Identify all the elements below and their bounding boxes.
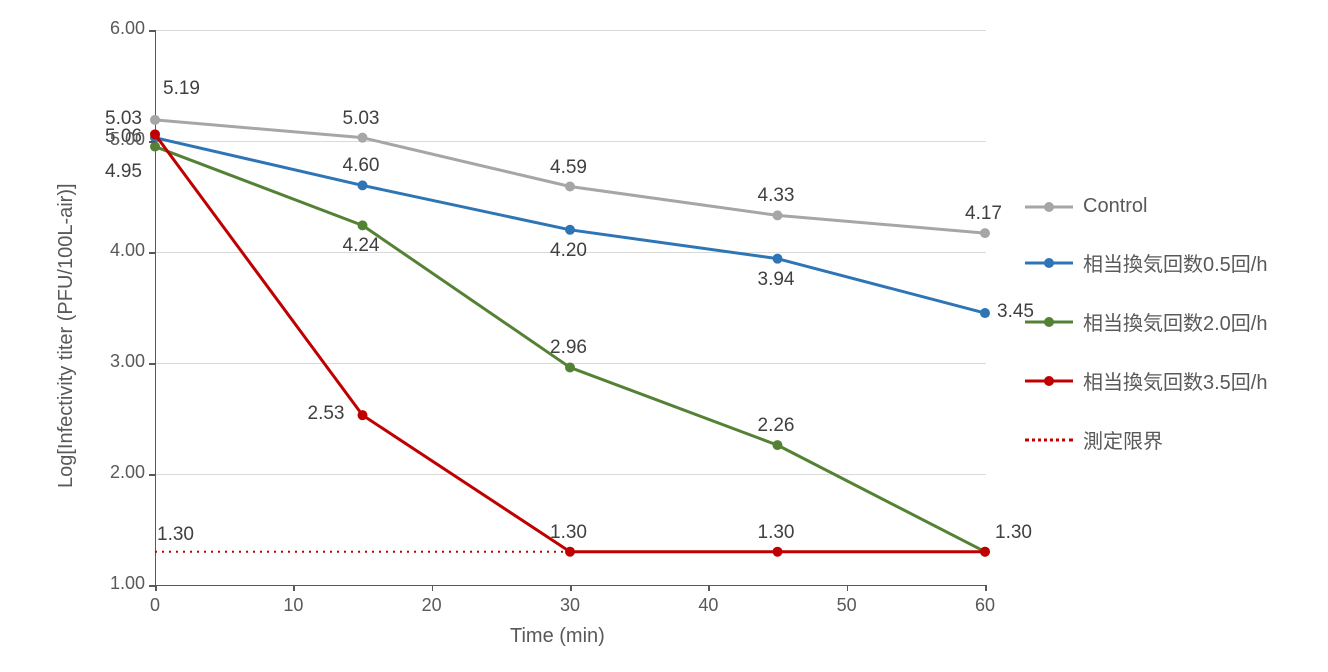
data-point-label: 4.20 bbox=[550, 240, 587, 262]
y-tick-label: 4.00 bbox=[85, 240, 145, 261]
series-marker bbox=[980, 308, 990, 318]
data-point-label: 4.17 bbox=[965, 203, 1002, 225]
data-point-label: 1.30 bbox=[550, 522, 587, 544]
data-point-label: 2.26 bbox=[758, 415, 795, 437]
series-marker bbox=[980, 547, 990, 557]
legend-item: 相当換気回数3.5回/h bbox=[1025, 366, 1267, 395]
series-marker bbox=[773, 254, 783, 264]
legend-item: 相当換気回数0.5回/h bbox=[1025, 248, 1267, 277]
legend-label: Control bbox=[1083, 195, 1147, 218]
y-tick-label: 3.00 bbox=[85, 351, 145, 372]
series-marker bbox=[358, 410, 368, 420]
series-marker bbox=[565, 547, 575, 557]
legend-swatch bbox=[1025, 316, 1073, 328]
line-chart: 1.305.195.034.594.334.175.034.604.203.94… bbox=[0, 0, 1328, 672]
x-tick-label: 30 bbox=[560, 595, 580, 616]
data-point-label: 1.30 bbox=[995, 522, 1032, 544]
reference-line-label: 1.30 bbox=[157, 524, 194, 546]
legend-swatch bbox=[1025, 434, 1073, 446]
legend-label: 相当換気回数0.5回/h bbox=[1083, 248, 1267, 277]
data-point-label: 1.30 bbox=[758, 522, 795, 544]
x-tick-label: 20 bbox=[422, 595, 442, 616]
data-point-label: 4.24 bbox=[343, 235, 380, 257]
data-point-label: 4.60 bbox=[343, 155, 380, 177]
legend-item: 測定限界 bbox=[1025, 425, 1267, 454]
series-marker bbox=[565, 362, 575, 372]
series-marker bbox=[358, 180, 368, 190]
series-marker bbox=[358, 133, 368, 143]
data-point-label: 4.95 bbox=[105, 161, 142, 183]
data-point-label: 4.33 bbox=[758, 185, 795, 207]
x-tick-label: 0 bbox=[150, 595, 160, 616]
series-marker bbox=[358, 220, 368, 230]
data-point-label: 4.59 bbox=[550, 157, 587, 179]
series-marker bbox=[565, 225, 575, 235]
data-point-label: 5.19 bbox=[163, 78, 200, 100]
x-tick-label: 10 bbox=[283, 595, 303, 616]
chart-legend: Control 相当換気回数0.5回/h 相当換気回数2.0回/h 相当換気回数3.5… bbox=[1025, 195, 1267, 454]
series-marker bbox=[773, 440, 783, 450]
data-point-label: 2.53 bbox=[308, 403, 345, 425]
x-tick-label: 60 bbox=[975, 595, 995, 616]
series-marker bbox=[980, 228, 990, 238]
legend-item: 相当換気回数2.0回/h bbox=[1025, 307, 1267, 336]
x-axis-title: Time (min) bbox=[510, 625, 605, 648]
data-point-label: 3.94 bbox=[758, 269, 795, 291]
series-marker bbox=[150, 115, 160, 125]
y-tick-label: 1.00 bbox=[85, 573, 145, 594]
series-marker bbox=[565, 182, 575, 192]
x-tick-label: 40 bbox=[698, 595, 718, 616]
series-marker bbox=[773, 210, 783, 220]
legend-swatch bbox=[1025, 375, 1073, 387]
series-marker bbox=[150, 129, 160, 139]
y-axis-title: Log[Infectivity titer (PFU/100L-air)] bbox=[55, 183, 78, 488]
series-marker bbox=[773, 547, 783, 557]
legend-swatch bbox=[1025, 201, 1073, 213]
y-tick-label: 5.00 bbox=[85, 129, 145, 150]
y-tick-label: 2.00 bbox=[85, 462, 145, 483]
data-point-label: 2.96 bbox=[550, 337, 587, 359]
x-tick-label: 50 bbox=[837, 595, 857, 616]
data-point-label: 5.03 bbox=[343, 108, 380, 130]
legend-label: 相当換気回数3.5回/h bbox=[1083, 366, 1267, 395]
legend-label: 測定限界 bbox=[1083, 425, 1163, 454]
series-marker bbox=[150, 142, 160, 152]
legend-swatch bbox=[1025, 257, 1073, 269]
legend-label: 相当換気回数2.0回/h bbox=[1083, 307, 1267, 336]
legend-item: Control bbox=[1025, 195, 1267, 218]
y-tick-label: 6.00 bbox=[85, 18, 145, 39]
